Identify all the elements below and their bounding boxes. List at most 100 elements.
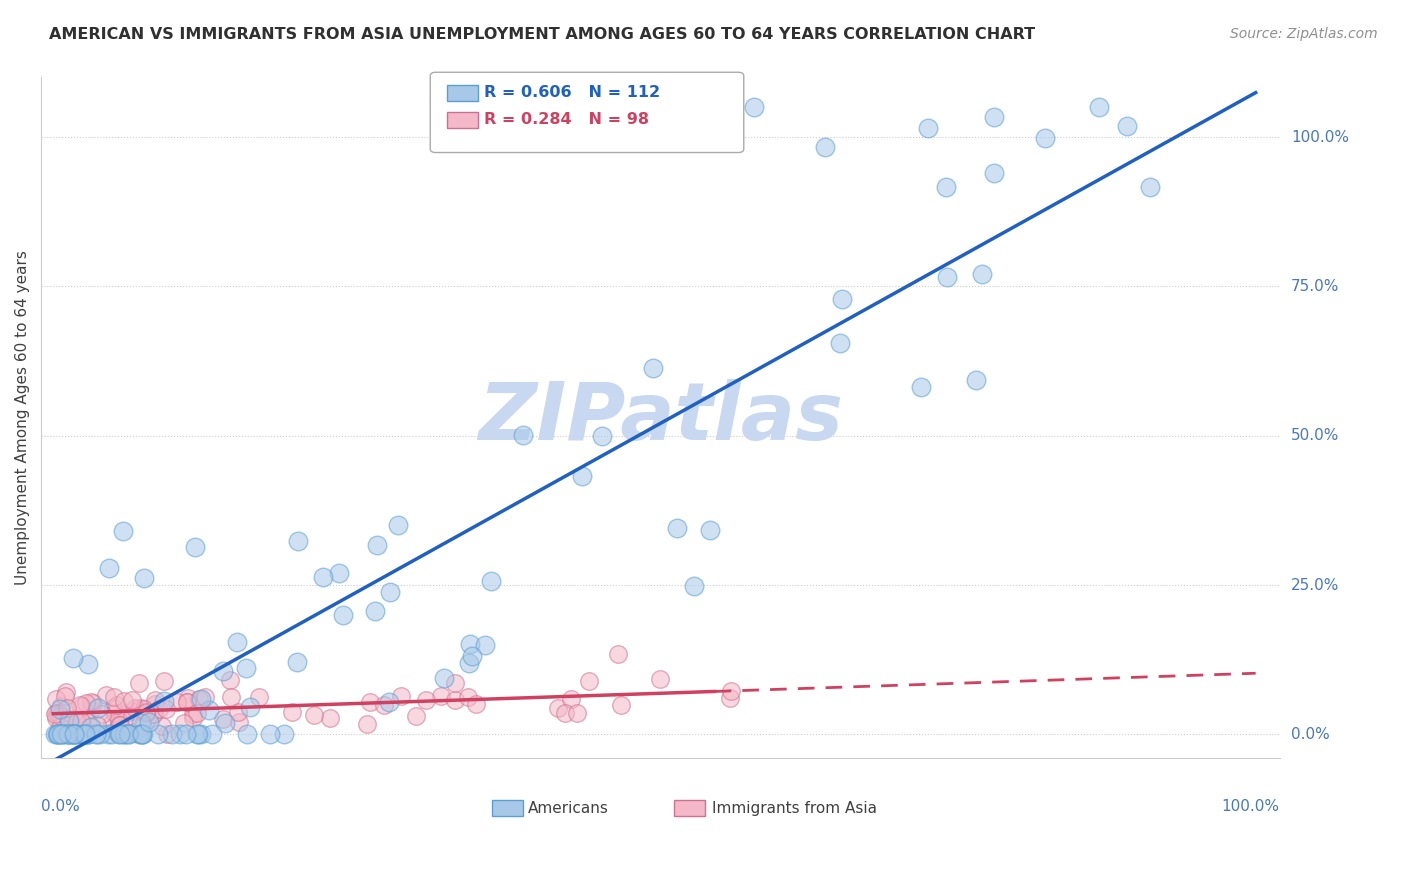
Point	[1115, 119, 1137, 133]
Point	[683, 579, 706, 593]
Point	[104, 706, 127, 720]
Point	[105, 698, 128, 712]
Point	[69, 698, 91, 712]
Point	[235, 660, 257, 674]
Point	[181, 707, 204, 722]
Point	[60, 727, 83, 741]
Point	[830, 336, 852, 351]
Point	[153, 674, 176, 689]
Point	[108, 727, 131, 741]
Point	[190, 691, 212, 706]
Point	[312, 570, 335, 584]
Point	[302, 708, 325, 723]
Point	[814, 140, 837, 154]
Point	[186, 706, 208, 721]
Point	[48, 701, 70, 715]
Point	[699, 523, 721, 537]
Point	[184, 541, 207, 555]
Point	[160, 727, 183, 741]
Point	[138, 715, 160, 730]
Point	[610, 698, 633, 712]
Point	[512, 428, 534, 442]
Point	[75, 727, 97, 741]
Point	[131, 727, 153, 741]
Point	[103, 690, 125, 704]
Point	[86, 718, 108, 732]
Text: Americans: Americans	[529, 801, 609, 816]
Point	[89, 727, 111, 741]
Point	[332, 608, 354, 623]
Point	[58, 712, 80, 726]
Point	[214, 716, 236, 731]
Point	[935, 269, 957, 284]
Point	[607, 647, 630, 661]
Point	[46, 727, 69, 741]
Point	[457, 690, 479, 704]
Point	[142, 707, 165, 722]
Point	[82, 696, 104, 710]
Point	[110, 727, 132, 741]
Point	[77, 727, 100, 741]
Y-axis label: Unemployment Among Ages 60 to 64 years: Unemployment Among Ages 60 to 64 years	[15, 251, 30, 585]
Point	[720, 691, 742, 706]
Point	[143, 693, 166, 707]
Point	[56, 727, 79, 741]
Point	[198, 703, 221, 717]
Point	[169, 727, 191, 741]
Point	[79, 703, 101, 717]
Text: 0.0%: 0.0%	[1291, 727, 1330, 742]
Point	[444, 675, 467, 690]
Point	[62, 727, 84, 741]
Point	[366, 538, 388, 552]
Point	[63, 727, 86, 741]
Point	[1088, 100, 1111, 114]
Point	[219, 690, 242, 704]
Point	[46, 706, 69, 720]
Point	[831, 292, 853, 306]
Point	[176, 695, 198, 709]
Point	[565, 706, 588, 720]
Text: 100.0%: 100.0%	[1291, 129, 1348, 145]
Point	[49, 727, 72, 741]
Point	[143, 697, 166, 711]
Point	[218, 673, 240, 687]
Point	[96, 727, 118, 741]
Point	[46, 727, 69, 741]
Point	[239, 699, 262, 714]
Point	[1139, 180, 1161, 194]
Point	[45, 691, 67, 706]
Point	[112, 727, 135, 741]
Point	[983, 166, 1005, 180]
Text: R = 0.606   N = 112: R = 0.606 N = 112	[484, 86, 659, 100]
Point	[444, 693, 467, 707]
Point	[122, 704, 145, 718]
Point	[80, 720, 103, 734]
Point	[387, 518, 409, 533]
Point	[45, 727, 67, 741]
Point	[176, 695, 198, 709]
Text: Source: ZipAtlas.com: Source: ZipAtlas.com	[1230, 27, 1378, 41]
Point	[983, 111, 1005, 125]
Point	[104, 723, 127, 738]
Text: 25.0%: 25.0%	[1291, 578, 1339, 592]
Point	[107, 717, 129, 731]
Point	[153, 694, 176, 708]
Point	[131, 701, 153, 715]
Point	[103, 701, 125, 715]
Point	[225, 635, 247, 649]
Point	[128, 727, 150, 741]
Point	[965, 373, 987, 387]
Point	[287, 655, 309, 669]
Point	[52, 727, 75, 741]
Point	[150, 719, 173, 733]
Point	[45, 706, 67, 720]
Point	[465, 697, 488, 711]
Point	[128, 675, 150, 690]
Point	[359, 695, 381, 709]
Point	[72, 715, 94, 730]
Point	[134, 571, 156, 585]
Point	[363, 604, 385, 618]
Point	[65, 727, 87, 741]
Point	[744, 100, 766, 114]
Point	[80, 695, 103, 709]
